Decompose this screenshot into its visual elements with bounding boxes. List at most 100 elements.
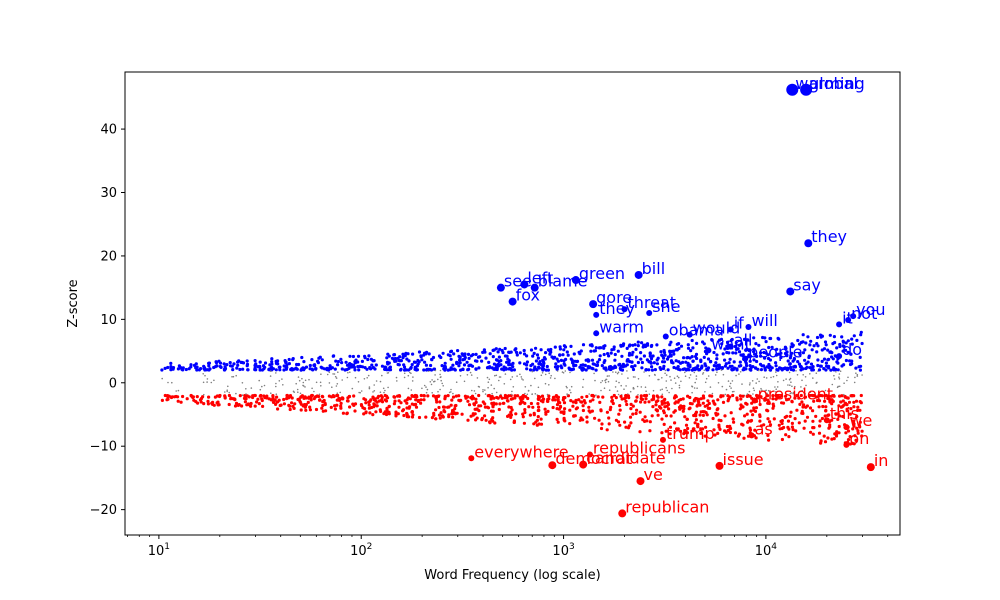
background-point — [384, 399, 389, 403]
background-point — [503, 354, 507, 358]
background-point — [674, 366, 679, 370]
background-point — [681, 409, 685, 413]
background-point — [525, 367, 529, 371]
background-point — [432, 413, 436, 417]
background-point — [649, 344, 654, 348]
background-point — [562, 348, 566, 352]
background-point — [633, 343, 637, 347]
background-point — [250, 387, 253, 389]
background-point — [824, 408, 828, 413]
background-point — [484, 418, 488, 422]
background-point — [243, 400, 247, 404]
background-point — [631, 412, 635, 416]
background-point — [587, 365, 592, 369]
background-point — [857, 423, 862, 427]
background-point — [293, 402, 297, 406]
background-point — [580, 395, 584, 399]
background-point — [412, 403, 416, 407]
background-point — [660, 395, 664, 399]
background-point — [334, 359, 338, 363]
background-point — [716, 431, 720, 435]
background-point — [766, 401, 770, 405]
background-point — [393, 395, 397, 399]
background-point — [696, 387, 698, 390]
background-point — [858, 400, 862, 404]
background-point — [723, 414, 727, 418]
background-point — [673, 401, 677, 405]
background-point — [800, 400, 804, 404]
background-point — [658, 366, 662, 370]
background-point — [689, 349, 693, 353]
background-point — [160, 368, 164, 372]
point-label: everywhere — [474, 442, 568, 461]
background-point — [752, 393, 754, 395]
background-point — [846, 339, 850, 343]
background-point — [854, 366, 858, 370]
background-point — [411, 352, 415, 356]
background-point — [423, 360, 427, 364]
background-point — [730, 387, 732, 389]
background-point — [670, 379, 672, 381]
background-point — [724, 430, 728, 434]
background-point — [791, 368, 796, 372]
background-point — [721, 385, 724, 388]
background-point — [784, 346, 788, 351]
background-point — [420, 358, 424, 362]
background-point — [794, 429, 798, 433]
background-point — [704, 381, 707, 384]
point-label: issue — [723, 450, 764, 469]
background-point — [691, 346, 695, 350]
background-point — [644, 397, 648, 401]
background-point — [165, 398, 169, 402]
background-point — [648, 352, 652, 356]
background-point — [844, 431, 848, 435]
background-point — [524, 386, 527, 388]
background-point — [741, 383, 743, 385]
background-point — [787, 435, 791, 439]
background-point — [431, 394, 436, 398]
background-point — [641, 418, 645, 422]
y-tick-label: 40 — [100, 123, 117, 138]
background-point — [700, 365, 704, 369]
background-point — [625, 385, 627, 387]
background-point — [822, 357, 827, 361]
background-point — [634, 399, 638, 403]
background-point — [585, 420, 589, 424]
background-point — [748, 364, 752, 368]
background-point — [804, 376, 807, 378]
background-point — [768, 368, 773, 372]
background-point — [383, 410, 387, 414]
background-point — [815, 398, 820, 403]
background-point — [726, 399, 730, 403]
background-point — [555, 403, 560, 407]
point-label: say — [793, 275, 821, 294]
labeled-point — [646, 310, 653, 317]
background-point — [509, 378, 512, 381]
background-point — [443, 397, 447, 401]
background-point — [207, 395, 211, 399]
background-point — [846, 350, 850, 354]
background-point — [304, 386, 306, 388]
background-point — [245, 359, 249, 363]
background-point — [177, 389, 180, 392]
background-point — [775, 371, 777, 373]
background-point — [676, 400, 680, 404]
background-point — [375, 400, 379, 404]
background-point — [562, 416, 566, 420]
background-point — [596, 360, 600, 364]
background-point — [401, 356, 405, 360]
background-point — [717, 363, 721, 367]
background-point — [547, 394, 551, 398]
background-point — [349, 365, 353, 369]
background-point — [721, 400, 726, 404]
background-point — [347, 394, 351, 399]
background-point — [581, 363, 585, 367]
background-point — [275, 385, 277, 388]
background-point — [679, 406, 684, 410]
background-point — [341, 379, 344, 381]
background-point — [774, 386, 776, 388]
background-point — [381, 374, 383, 377]
background-point — [664, 414, 669, 418]
labeled-point — [686, 331, 693, 338]
background-point — [240, 404, 244, 408]
